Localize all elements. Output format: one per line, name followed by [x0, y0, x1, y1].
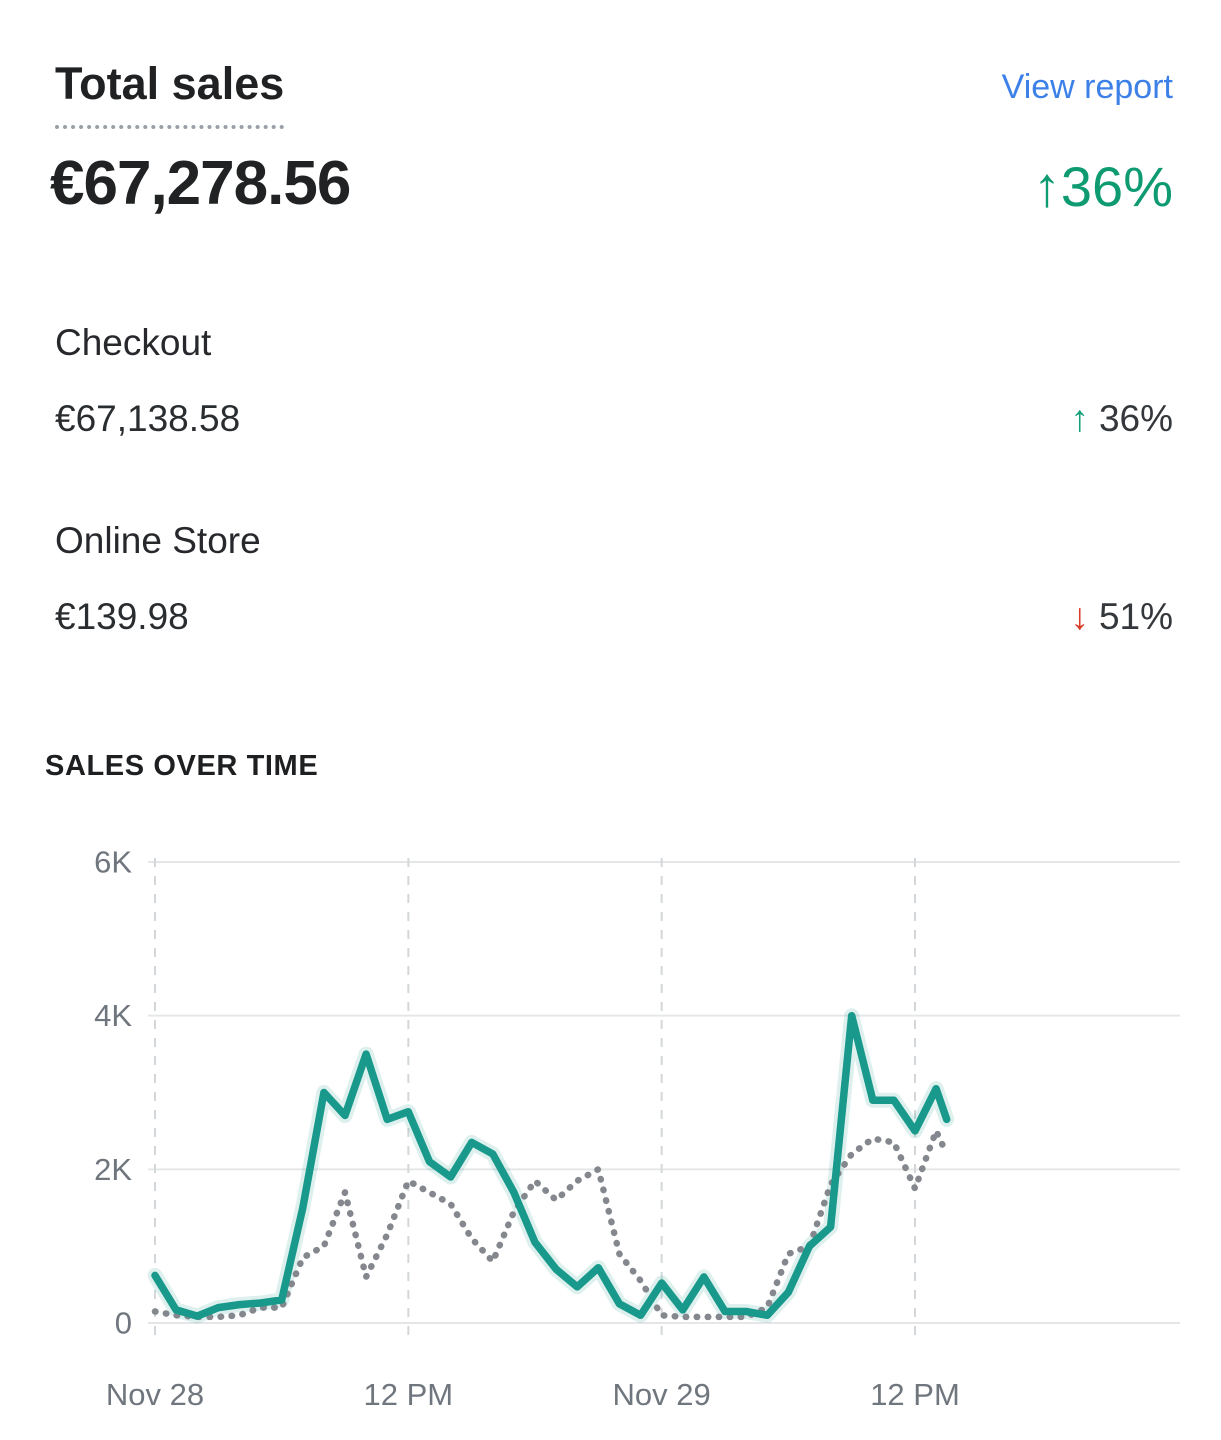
- current-period-line-glow: [147, 1008, 955, 1324]
- up-arrow-icon: ↑: [1032, 155, 1061, 218]
- breakdown-value-online-store: €139.98: [55, 596, 189, 637]
- current-period-line: [151, 1011, 951, 1320]
- breakdown-label-online-store: Online Store: [55, 520, 261, 561]
- y-axis-tick-label: 0: [115, 1306, 132, 1341]
- total-sales-delta: ↑36%: [1033, 154, 1173, 219]
- breakdown-delta-percent: 51%: [1098, 596, 1173, 637]
- previous-period-line: [151, 1127, 950, 1321]
- sales-chart: 0 2K 4K 6K Nov 28 12 PM Nov 29 12 PM: [94, 845, 1180, 1412]
- down-arrow-icon: ↓: [1070, 596, 1089, 637]
- breakdown-delta-online-store: ↓ 51%: [1070, 596, 1173, 638]
- card-title: Total sales: [55, 58, 285, 129]
- up-arrow-icon: ↑: [1070, 398, 1089, 439]
- y-axis-tick-label: 2K: [94, 1152, 132, 1187]
- total-sales-value: €67,278.56: [50, 149, 351, 218]
- chart-title: SALES OVER TIME: [45, 750, 319, 782]
- x-axis-tick-label: Nov 29: [613, 1377, 711, 1412]
- x-axis-tick-label: Nov 28: [106, 1377, 204, 1412]
- breakdown-value-checkout: €67,138.58: [55, 398, 241, 439]
- breakdown-delta-checkout: ↑ 36%: [1070, 398, 1173, 440]
- y-axis-tick-label: 4K: [94, 998, 132, 1033]
- total-sales-delta-percent: 36%: [1060, 155, 1173, 218]
- y-axis-tick-label: 6K: [94, 845, 132, 880]
- x-axis-tick-label: 12 PM: [364, 1377, 454, 1412]
- breakdown-label-checkout: Checkout: [55, 322, 212, 363]
- x-axis-tick-label: 12 PM: [870, 1377, 960, 1412]
- breakdown-delta-percent: 36%: [1098, 398, 1173, 439]
- view-report-link[interactable]: View report: [1001, 68, 1173, 106]
